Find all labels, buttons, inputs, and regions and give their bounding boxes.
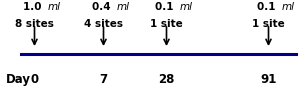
Text: 8 sites: 8 sites [15, 19, 54, 29]
Text: 91: 91 [260, 73, 277, 86]
Text: 7: 7 [99, 73, 108, 86]
Text: 0.1: 0.1 [155, 2, 178, 12]
Text: 1 site: 1 site [150, 19, 183, 29]
Text: 0.4: 0.4 [92, 2, 115, 12]
Text: ml: ml [180, 2, 193, 12]
Text: ml: ml [282, 2, 295, 12]
Text: ml: ml [117, 2, 130, 12]
Text: 28: 28 [158, 73, 175, 86]
Text: ml: ml [48, 2, 61, 12]
Text: 1 site: 1 site [252, 19, 285, 29]
Text: 1.0: 1.0 [23, 2, 46, 12]
Text: 4 sites: 4 sites [84, 19, 123, 29]
Text: 0.1: 0.1 [257, 2, 280, 12]
Text: Day: Day [6, 73, 31, 86]
Text: 0: 0 [30, 73, 39, 86]
